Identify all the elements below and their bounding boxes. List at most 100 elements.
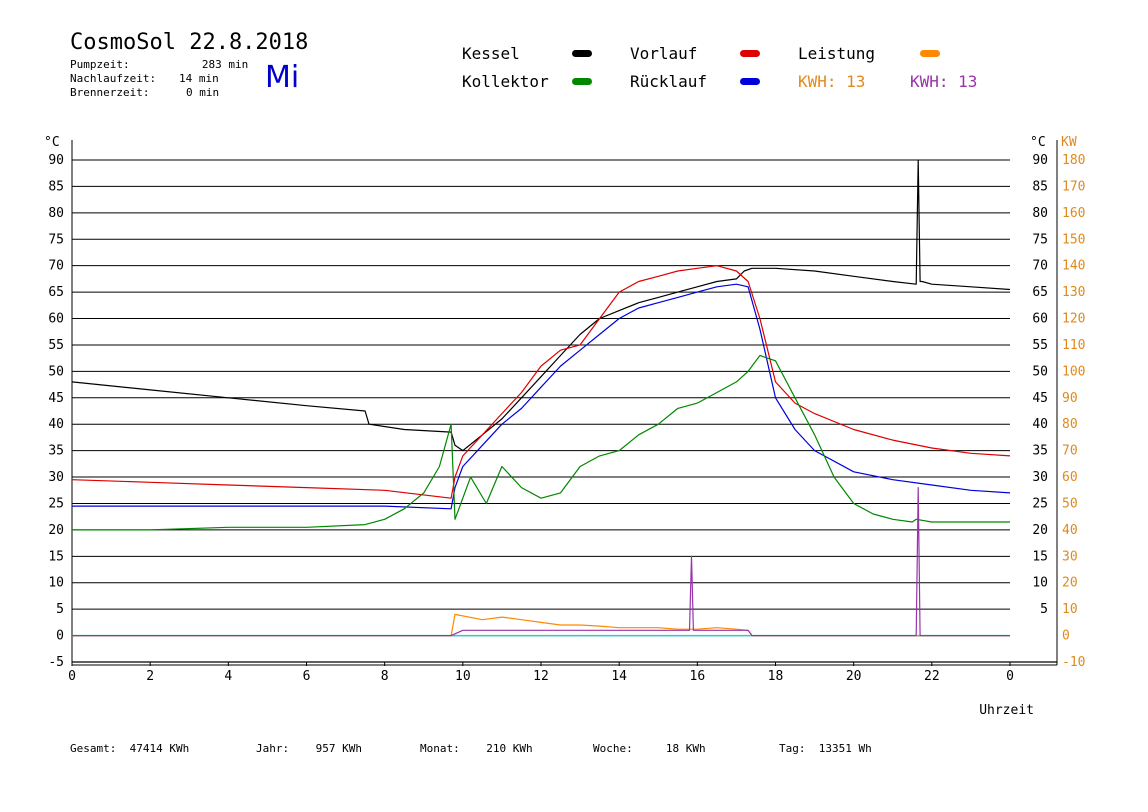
overrun-time-value: 14 min	[178, 72, 219, 85]
y-tick-left: 75	[48, 232, 64, 247]
legend-kessel-label: Kessel	[462, 44, 520, 63]
y-tick-left: 30	[48, 470, 64, 485]
footer-woche: Woche: 18 KWh	[593, 742, 706, 755]
y-tick-right-power: 130	[1062, 285, 1085, 300]
y-tick-left: 20	[48, 523, 64, 538]
series-line-vorlauf	[71, 265, 1011, 499]
y-tick-left: 65	[48, 285, 64, 300]
y-tick-right-power: 90	[1062, 391, 1078, 406]
footer-gesamt-label: Gesamt:	[70, 742, 117, 755]
burner-time: Brennerzeit: 0 min	[70, 86, 219, 99]
x-tick: 6	[303, 669, 311, 684]
legend-leistung-swatch	[920, 50, 940, 57]
y-tick-left: 45	[48, 391, 64, 406]
legend-leistung-label: Leistung	[798, 44, 876, 63]
y-tick-right-power: 70	[1062, 444, 1078, 459]
x-tick: 20	[846, 669, 862, 684]
footer-tag-value: 13351 Wh	[818, 742, 872, 755]
y-tick-right-temp: 55	[1032, 338, 1048, 353]
y-tick-left: 35	[48, 444, 64, 459]
y-tick-right-temp: 40	[1032, 417, 1048, 432]
burner-time-label: Brennerzeit:	[70, 86, 150, 99]
series-line-rücklauf	[72, 283, 1011, 510]
series-line-leistung	[72, 613, 1010, 637]
y-tick-right-power: 150	[1062, 232, 1085, 247]
x-tick: 0	[68, 669, 76, 684]
legend-kwh-1-label: KWH:	[798, 72, 837, 91]
legend-kwh-2-label: KWH:	[910, 72, 949, 91]
x-tick: 4	[224, 669, 232, 684]
overrun-time-label: Nachlaufzeit:	[70, 72, 157, 85]
x-tick: 8	[381, 669, 389, 684]
y-tick-right-temp: 75	[1032, 232, 1048, 247]
series-line-kollektor	[72, 354, 1010, 531]
y-tick-right-temp: 85	[1032, 179, 1048, 194]
y-tick-right-power: 20	[1062, 576, 1078, 591]
y-tick-right-power: -10	[1062, 655, 1085, 670]
series-line-kessel	[71, 159, 1011, 452]
footer-woche-label: Woche:	[593, 742, 633, 755]
y-tick-right-power: 110	[1062, 338, 1085, 353]
y-tick-right-power: 60	[1062, 470, 1078, 485]
weekday-label: Mi	[265, 60, 300, 95]
chart-axes	[71, 140, 1058, 666]
y-tick-right-power: 40	[1062, 523, 1078, 538]
y-tick-right-temp: 20	[1032, 523, 1048, 538]
y-tick-right-temp: 60	[1032, 312, 1048, 327]
legend-ruecklauf-label: Rücklauf	[630, 72, 708, 91]
footer-gesamt: Gesamt: 47414 KWh	[70, 742, 189, 755]
footer-monat-value: 210 KWh	[486, 742, 533, 755]
y-tick-right-temp: 25	[1032, 496, 1048, 511]
y-tick-right-power: 170	[1062, 179, 1085, 194]
y-tick-left: -5	[48, 655, 64, 670]
chart-labels: 908580757065605550454035302520151050-590…	[44, 135, 1085, 718]
y-tick-left: 90	[48, 153, 64, 168]
y-tick-left: 10	[48, 576, 64, 591]
burner-time-value: 0 min	[185, 86, 220, 99]
overrun-time: Nachlaufzeit: 14 min	[70, 72, 219, 85]
y-tick-right-temp: 15	[1032, 549, 1048, 564]
footer-monat-label: Monat:	[420, 742, 460, 755]
x-tick: 10	[455, 669, 471, 684]
footer-woche-value: 18 KWh	[665, 742, 706, 755]
y-tick-right-power: 80	[1062, 417, 1078, 432]
legend-kwh-1-value: 13	[846, 72, 866, 91]
y-tick-left: 5	[56, 602, 64, 617]
y-tick-right-power: 100	[1062, 364, 1085, 379]
y-tick-left: 60	[48, 312, 64, 327]
y-tick-right-power: 10	[1062, 602, 1078, 617]
legend-kollektor-swatch	[572, 78, 592, 85]
y-tick-right-temp: 90	[1032, 153, 1048, 168]
legend-ruecklauf-swatch	[740, 78, 760, 85]
y-tick-right-power: 120	[1062, 312, 1085, 327]
y-tick-left: 25	[48, 496, 64, 511]
y-tick-right-temp: 30	[1032, 470, 1048, 485]
footer-monat: Monat: 210 KWh	[420, 742, 533, 755]
x-tick: 18	[768, 669, 784, 684]
y-tick-right-temp: 50	[1032, 364, 1048, 379]
legend-vorlauf-label: Vorlauf	[630, 44, 698, 63]
y-tick-right-temp: 5	[1040, 602, 1048, 617]
y-tick-right-temp: 45	[1032, 391, 1048, 406]
y-tick-left: 80	[48, 206, 64, 221]
legend-kwh-1: KWH: 13	[798, 72, 865, 91]
legend-kessel-swatch	[572, 50, 592, 57]
y-tick-right-power: 160	[1062, 206, 1085, 221]
legend-vorlauf-swatch	[740, 50, 760, 57]
x-axis-label: Uhrzeit	[979, 703, 1034, 718]
footer-gesamt-value: 47414 KWh	[129, 742, 190, 755]
y-tick-right-power: 30	[1062, 549, 1078, 564]
series-line-kwh	[72, 487, 1010, 637]
y-tick-right-power: 0	[1062, 629, 1070, 644]
y-tick-right-temp: 35	[1032, 444, 1048, 459]
y-tick-left: 70	[48, 259, 64, 274]
chart-grid	[72, 159, 1010, 663]
x-tick: 12	[533, 669, 549, 684]
pump-time-value: 283 min	[201, 58, 249, 71]
y-tick-left: 0	[56, 629, 64, 644]
footer-jahr: Jahr: 957 KWh	[256, 742, 362, 755]
legend-kwh-2: KWH: 13	[910, 72, 977, 91]
x-tick: 14	[611, 669, 627, 684]
x-tick: 22	[924, 669, 940, 684]
